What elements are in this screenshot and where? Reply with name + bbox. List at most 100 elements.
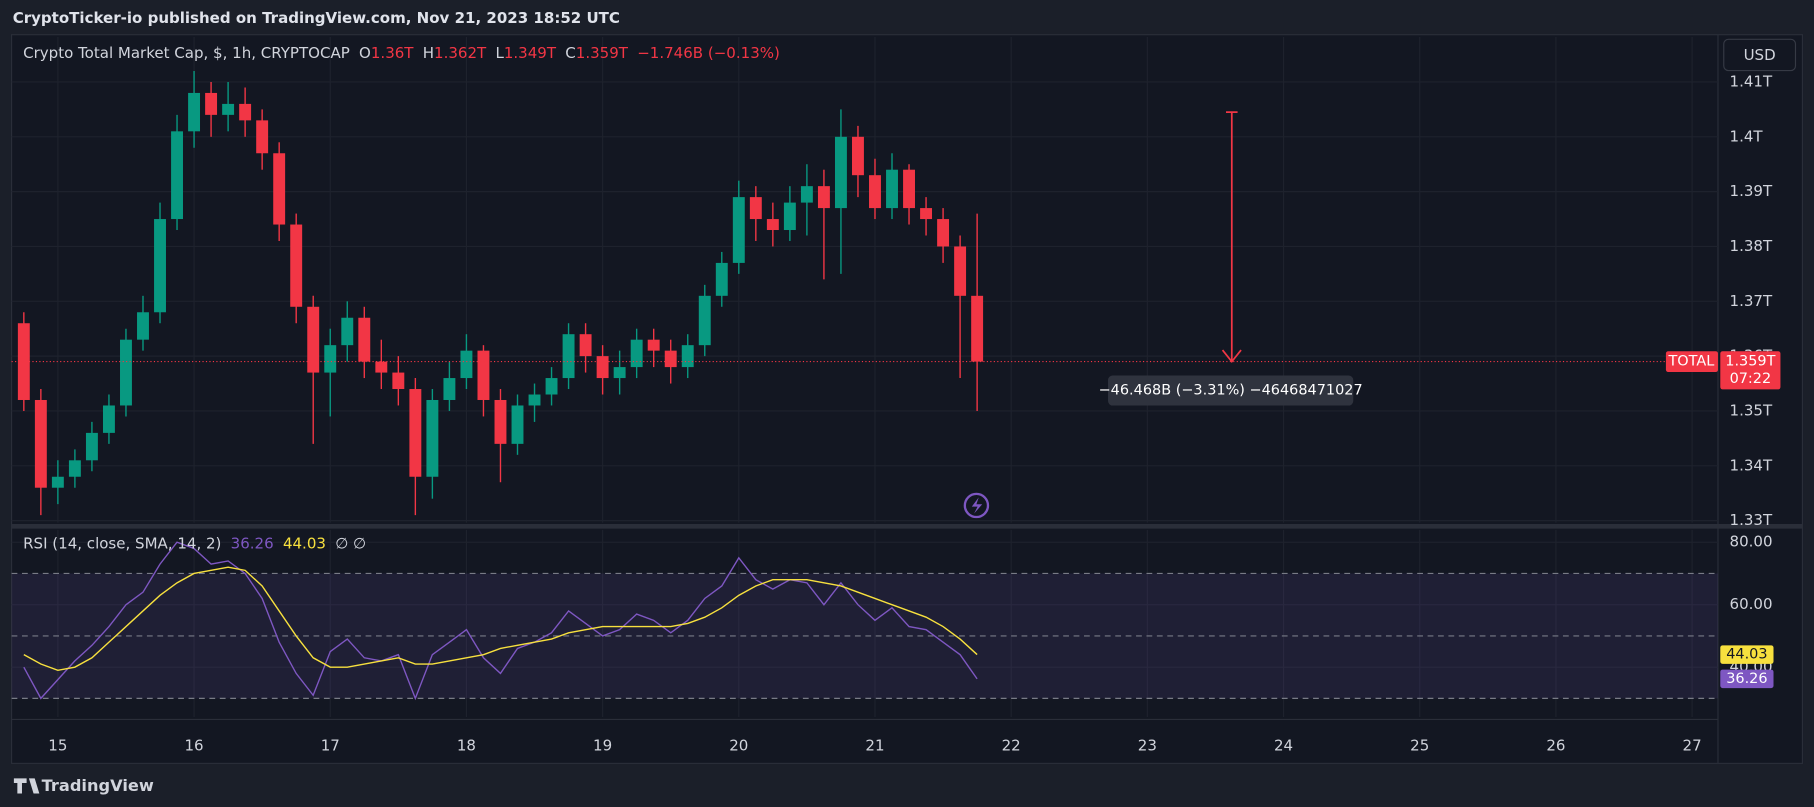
x-tick-label: 16 (185, 737, 204, 755)
candle (443, 361, 456, 411)
candle-body (766, 219, 779, 231)
candle-body (511, 405, 524, 444)
candle-body (290, 224, 303, 307)
candle (545, 367, 558, 406)
candle (17, 312, 30, 411)
brand-logo[interactable] (13, 778, 40, 794)
candle (324, 328, 337, 417)
candle-body (34, 399, 47, 488)
candle (477, 345, 490, 417)
last-price-name: TOTAL (1667, 354, 1714, 370)
last-value-label: 36.26 (1726, 671, 1767, 687)
legend-change: −1.746B (−0.13%) (637, 44, 780, 62)
candle-body (681, 345, 694, 368)
candle-body (886, 169, 898, 209)
event-icon[interactable] (963, 492, 990, 519)
candle-body (443, 378, 456, 400)
x-tick-label: 17 (321, 737, 340, 755)
last-price-box (1720, 351, 1781, 390)
candle (954, 235, 967, 379)
candle (511, 394, 524, 455)
currency-label[interactable]: USD (1744, 46, 1776, 64)
candle (613, 350, 626, 395)
candle-body (494, 399, 507, 444)
candle (971, 213, 984, 411)
candle (392, 356, 405, 406)
candle-body (647, 339, 660, 351)
candle-body (171, 131, 183, 220)
candle (102, 394, 115, 444)
legend-value: 1.36T (371, 44, 414, 62)
measure-head (1221, 349, 1242, 363)
candle (766, 202, 779, 247)
last-price-countdown: 07:22 (1730, 371, 1772, 387)
candle-body (562, 334, 575, 379)
candle-body (324, 345, 337, 373)
candle (137, 295, 149, 351)
candle (783, 186, 796, 241)
candle-body (239, 103, 252, 121)
candle (205, 81, 218, 137)
candle-body (834, 136, 847, 209)
y-tick-label: 80.00 (1730, 533, 1773, 551)
legend-value: 44.03 (283, 534, 326, 552)
candle-body (596, 356, 609, 379)
x-tick-label: 18 (457, 737, 476, 755)
candle-body (954, 246, 967, 296)
last-price-tag (1665, 351, 1718, 373)
candle-body (698, 295, 711, 346)
candle (239, 87, 252, 137)
y-tick-label: 1.41T (1730, 72, 1773, 90)
candle-body (68, 460, 81, 477)
candle (647, 328, 660, 368)
legend-value: 1.349T (504, 44, 557, 62)
candle (171, 114, 183, 231)
overlay: 15 16 17 18 19 20 21 22 23 24 25 26 27 1.33T 1.34T 1.35… (11, 44, 1781, 755)
candle-body (971, 295, 984, 362)
candle (222, 81, 235, 132)
candle-body (579, 334, 592, 357)
y-tick-label: 1.39T (1730, 182, 1773, 200)
candle (698, 284, 711, 357)
candle-body (358, 317, 371, 362)
candle (903, 164, 915, 225)
candle-body (869, 175, 881, 209)
x-tick-label: 20 (729, 737, 748, 755)
candle (290, 213, 303, 324)
legend-flags: ∅ ∅ (335, 534, 366, 552)
candle (120, 328, 132, 417)
candle-body (137, 312, 149, 340)
last-price-label: 1.359T (1725, 354, 1775, 370)
legend-value: 1.359T (576, 44, 629, 62)
candle (494, 389, 507, 483)
candle (800, 164, 813, 236)
last-value-label: 44.03 (1726, 647, 1767, 663)
candle (681, 334, 694, 379)
y-tick-label: 1.37T (1730, 292, 1773, 310)
candle-body (17, 323, 30, 400)
candle-body (307, 306, 320, 373)
event-icon-bolt (971, 497, 983, 514)
candle (256, 109, 269, 170)
chart-area (10, 34, 1804, 764)
measure-box (1108, 375, 1354, 406)
candle-body (85, 432, 98, 461)
candle (68, 449, 81, 488)
candle (579, 323, 592, 373)
x-tick-label: 21 (865, 737, 884, 755)
candle-body (528, 394, 541, 406)
candle-body (545, 378, 558, 395)
currency-button[interactable] (1723, 38, 1797, 72)
candle (85, 421, 98, 472)
candle (937, 208, 950, 263)
candle (307, 295, 320, 444)
brand-name[interactable]: TradingView (42, 776, 154, 795)
candle-body (51, 476, 64, 488)
candle-body (256, 120, 269, 154)
legend-key: O (359, 44, 371, 62)
candle-body (188, 92, 201, 132)
candle-body (205, 92, 218, 115)
candle-body (341, 317, 354, 346)
